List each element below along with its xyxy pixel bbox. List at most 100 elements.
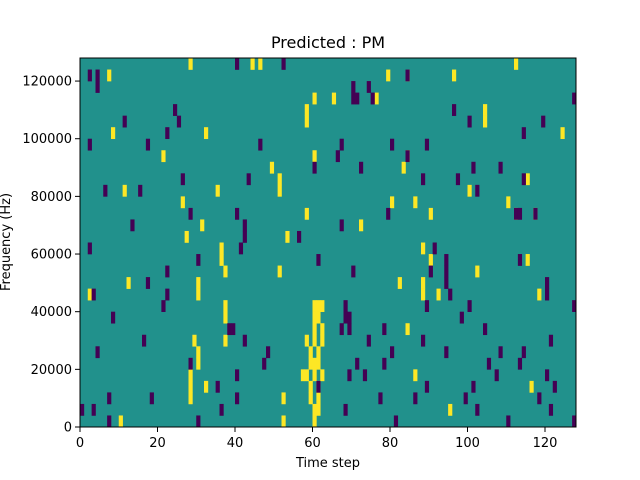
heatmap-cell-high — [118, 415, 123, 428]
heatmap-cell-low — [227, 323, 232, 336]
heatmap-cell-low — [91, 288, 96, 301]
y-tick-label: 100000 — [22, 132, 72, 147]
heatmap-cell-high — [258, 58, 263, 70]
heatmap-cell-low — [188, 357, 193, 370]
heatmap-cell-high — [514, 58, 519, 70]
x-tick-label: 20 — [149, 436, 166, 451]
heatmap-cell-low — [467, 115, 472, 128]
plot-area — [79, 57, 577, 428]
heatmap-cell-low — [111, 311, 116, 324]
heatmap-cell-high — [277, 265, 282, 278]
heatmap-cell-low — [459, 311, 464, 324]
plot-frame — [79, 57, 577, 428]
heatmap-cell-high — [560, 127, 565, 140]
heatmap-cell-low — [347, 323, 352, 336]
heatmap-cell-low — [471, 380, 476, 393]
heatmap-cell-low — [521, 127, 526, 140]
heatmap-cell-low — [87, 138, 92, 151]
heatmap-cell-high — [196, 288, 201, 301]
x-tick-label: 0 — [76, 436, 84, 451]
heatmap-cell-high — [312, 415, 317, 428]
heatmap-cell-low — [188, 207, 193, 220]
y-tick-label: 60000 — [31, 248, 72, 263]
heatmap-cell-high — [312, 150, 317, 163]
heatmap-cell-high — [374, 92, 379, 105]
heatmap-cell-low — [235, 58, 240, 70]
heatmap-cell-high — [401, 161, 406, 174]
heatmap-cell-low — [297, 230, 302, 243]
heatmap-cell-high — [281, 392, 286, 405]
heatmap-cell-high — [219, 242, 224, 255]
heatmap-cell-low — [517, 254, 523, 266]
heatmap-cell-low — [537, 392, 542, 405]
heatmap-cell-high — [304, 115, 309, 128]
heatmap-cell-low — [145, 138, 151, 151]
heatmap-cell-low — [545, 288, 550, 301]
heatmap-cell-low — [386, 207, 391, 220]
heatmap-cell-low — [517, 207, 523, 220]
x-tick-label: 40 — [227, 436, 244, 451]
heatmap-cell-high — [107, 69, 112, 82]
heatmap-cell-low — [235, 392, 240, 405]
heatmap-cell-high — [204, 380, 209, 393]
heatmap-cell-low — [266, 346, 271, 359]
heatmap-cell-low — [231, 323, 236, 336]
heatmap-cell-high — [223, 334, 228, 347]
heatmap-cell-low — [355, 357, 360, 370]
heatmap-cell-low — [196, 415, 201, 428]
x-axis-label: Time step — [295, 456, 360, 471]
heatmap-cell-low — [281, 58, 286, 70]
heatmap-cell-low — [196, 254, 201, 266]
heatmap-cell-low — [347, 369, 352, 382]
heatmap-cell-high — [196, 357, 201, 370]
heatmap-cell-low — [545, 277, 550, 289]
heatmap-cell-high — [316, 311, 321, 324]
heatmap-cell-high — [188, 369, 193, 382]
heatmap-cell-low — [176, 115, 182, 128]
heatmap-cell-low — [475, 184, 480, 197]
heatmap-cell-high — [312, 357, 317, 370]
heatmap-cell-low — [424, 300, 430, 312]
heatmap-cell-high — [281, 415, 286, 428]
heatmap-cell-low — [122, 115, 127, 128]
heatmap-cell-low — [483, 323, 488, 336]
heatmap-cell-low — [572, 92, 577, 105]
heatmap-cell-low — [572, 415, 577, 428]
heatmap-cell-low — [382, 357, 387, 370]
heatmap-cell-high — [304, 369, 309, 382]
heatmap-cell-low — [444, 346, 449, 359]
heatmap-cell-low — [335, 150, 340, 163]
heatmap-cell-high — [196, 346, 201, 359]
heatmap-cell-low — [366, 334, 371, 347]
heatmap-cell-low — [432, 242, 437, 255]
heatmap-cell-high — [111, 127, 116, 140]
heatmap-cell-high — [223, 311, 228, 324]
heatmap-cell-high — [250, 58, 255, 70]
heatmap-cell-low — [455, 173, 461, 186]
heatmap-cell-high — [204, 127, 209, 140]
heatmap-cell-high — [316, 346, 321, 359]
heatmap-cell-low — [545, 369, 550, 382]
heatmap-cell-high — [312, 369, 317, 382]
heatmap-cell-low — [498, 161, 503, 174]
heatmap-cell-low — [180, 173, 185, 186]
heatmap-cell-low — [173, 104, 178, 116]
heatmap-cell-high — [312, 311, 317, 324]
heatmap-cell-low — [246, 173, 251, 186]
y-tick-label: 0 — [64, 421, 72, 436]
heatmap-cells — [80, 58, 577, 428]
heatmap-cell-high — [320, 300, 325, 312]
heatmap-cell-low — [258, 138, 263, 151]
heatmap-cell-high — [180, 196, 185, 209]
heatmap-cell-low — [390, 138, 395, 151]
heatmap-cell-high — [331, 92, 337, 105]
heatmap-cell-low — [452, 104, 457, 116]
heatmap-cell-high — [300, 369, 306, 382]
heatmap-cell-high — [448, 403, 453, 416]
heatmap-cell-low — [215, 380, 220, 393]
heatmap-cell-high — [223, 265, 228, 278]
heatmap-cell-high — [537, 288, 542, 301]
heatmap-cell-high — [436, 288, 441, 301]
heatmap-cell-low — [405, 69, 410, 82]
